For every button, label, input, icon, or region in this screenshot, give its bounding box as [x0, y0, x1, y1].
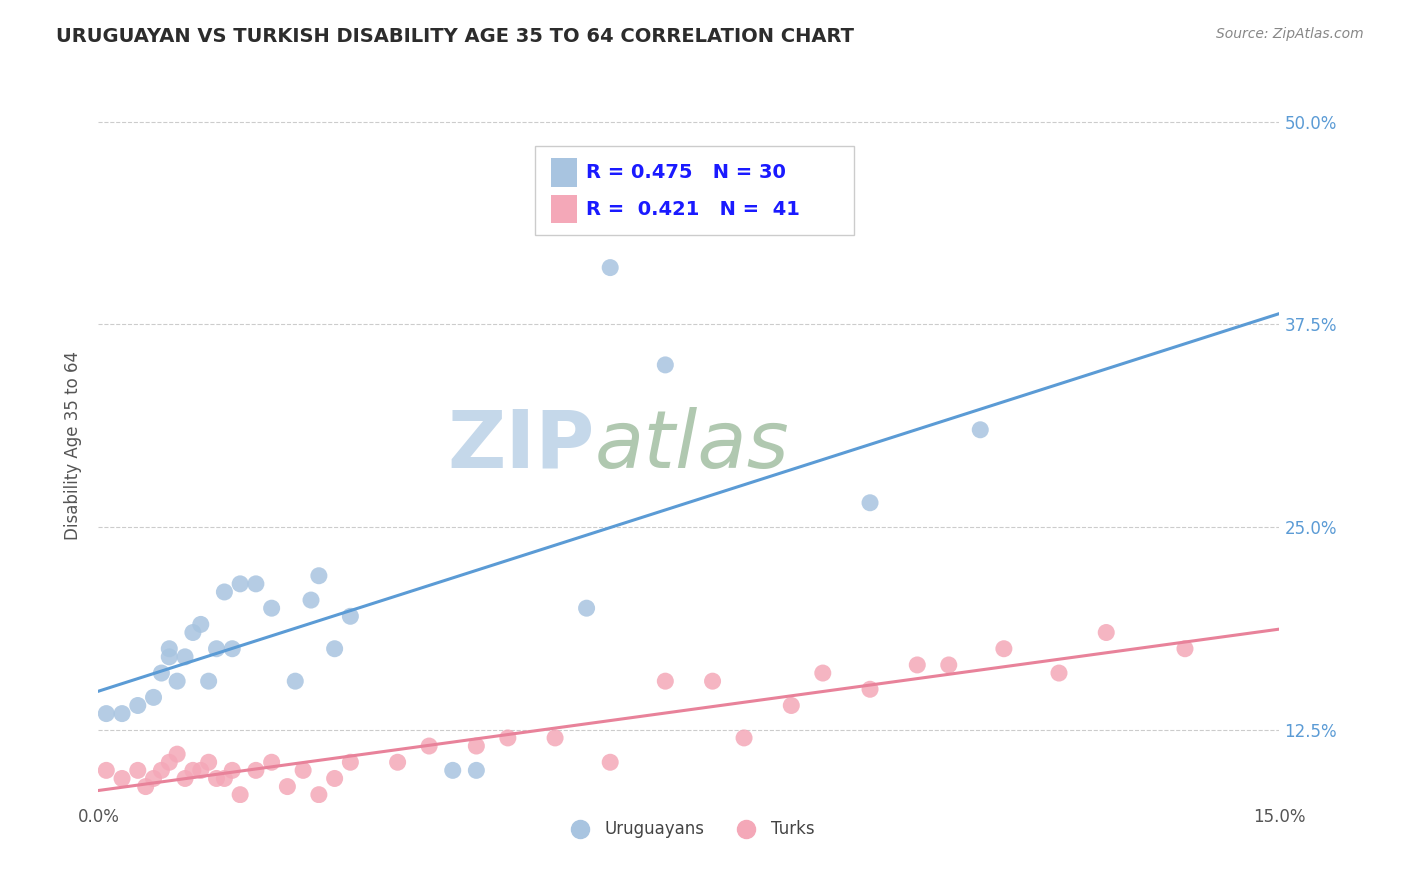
Point — [702, 674, 724, 689]
Point — [323, 772, 346, 786]
Point — [157, 756, 180, 770]
Point — [544, 731, 567, 745]
Text: ZIP: ZIP — [447, 407, 595, 485]
Point — [190, 764, 212, 778]
Text: atlas: atlas — [595, 407, 789, 485]
Point — [229, 577, 252, 591]
Point — [174, 649, 197, 664]
Point — [938, 657, 960, 672]
Point — [733, 731, 755, 745]
Y-axis label: Disability Age 35 to 64: Disability Age 35 to 64 — [65, 351, 83, 541]
Point — [339, 609, 361, 624]
Point — [166, 674, 188, 689]
Point — [465, 739, 488, 753]
Point — [811, 666, 834, 681]
Point — [308, 568, 330, 582]
Point — [299, 593, 322, 607]
Point — [197, 756, 219, 770]
Point — [339, 756, 361, 770]
Point — [150, 764, 173, 778]
FancyBboxPatch shape — [536, 146, 855, 235]
Point — [111, 772, 134, 786]
Text: R = 0.475   N = 30: R = 0.475 N = 30 — [586, 163, 786, 182]
Point — [127, 764, 149, 778]
Point — [181, 625, 204, 640]
Point — [387, 756, 409, 770]
Text: URUGUAYAN VS TURKISH DISABILITY AGE 35 TO 64 CORRELATION CHART: URUGUAYAN VS TURKISH DISABILITY AGE 35 T… — [56, 27, 855, 45]
Point — [111, 706, 134, 721]
Point — [654, 674, 676, 689]
Point — [1047, 666, 1070, 681]
Point — [276, 780, 298, 794]
Point — [135, 780, 157, 794]
Text: Source: ZipAtlas.com: Source: ZipAtlas.com — [1216, 27, 1364, 41]
Point — [780, 698, 803, 713]
Point — [323, 641, 346, 656]
Legend: Uruguayans, Turks: Uruguayans, Turks — [557, 814, 821, 845]
Point — [993, 641, 1015, 656]
Point — [96, 764, 118, 778]
Point — [229, 788, 252, 802]
Point — [260, 601, 283, 615]
Point — [418, 739, 440, 753]
Point — [214, 772, 236, 786]
Point — [969, 423, 991, 437]
Point — [1174, 641, 1197, 656]
Point — [157, 649, 180, 664]
Point — [260, 756, 283, 770]
Point — [142, 690, 165, 705]
Point — [859, 682, 882, 697]
Point — [157, 641, 180, 656]
Point — [308, 788, 330, 802]
Point — [1095, 625, 1118, 640]
Text: R =  0.421   N =  41: R = 0.421 N = 41 — [586, 200, 800, 219]
Point — [197, 674, 219, 689]
Point — [174, 772, 197, 786]
Point — [221, 764, 243, 778]
Point — [214, 585, 236, 599]
Point — [205, 772, 228, 786]
Point — [496, 731, 519, 745]
Point — [599, 756, 621, 770]
Point — [905, 657, 928, 672]
FancyBboxPatch shape — [551, 194, 576, 223]
Point — [292, 764, 315, 778]
Point — [150, 666, 173, 681]
Point — [575, 601, 598, 615]
Point — [127, 698, 149, 713]
Point — [96, 706, 118, 721]
Point — [190, 617, 212, 632]
Point — [654, 358, 676, 372]
Point — [205, 641, 228, 656]
Point — [221, 641, 243, 656]
Point — [441, 764, 464, 778]
Point — [166, 747, 188, 761]
Point — [245, 577, 267, 591]
Point — [142, 772, 165, 786]
Point — [465, 764, 488, 778]
Point — [245, 764, 267, 778]
Point — [859, 496, 882, 510]
Point — [284, 674, 307, 689]
Point — [599, 260, 621, 275]
Point — [181, 764, 204, 778]
FancyBboxPatch shape — [551, 159, 576, 187]
